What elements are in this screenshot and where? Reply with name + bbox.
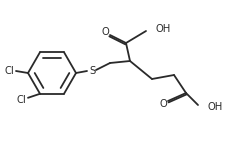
- Text: Cl: Cl: [16, 95, 26, 105]
- Text: Cl: Cl: [4, 66, 14, 76]
- Text: O: O: [101, 27, 109, 37]
- Text: O: O: [159, 99, 167, 109]
- Text: OH: OH: [208, 102, 223, 112]
- Text: S: S: [89, 66, 95, 76]
- Text: OH: OH: [156, 24, 171, 34]
